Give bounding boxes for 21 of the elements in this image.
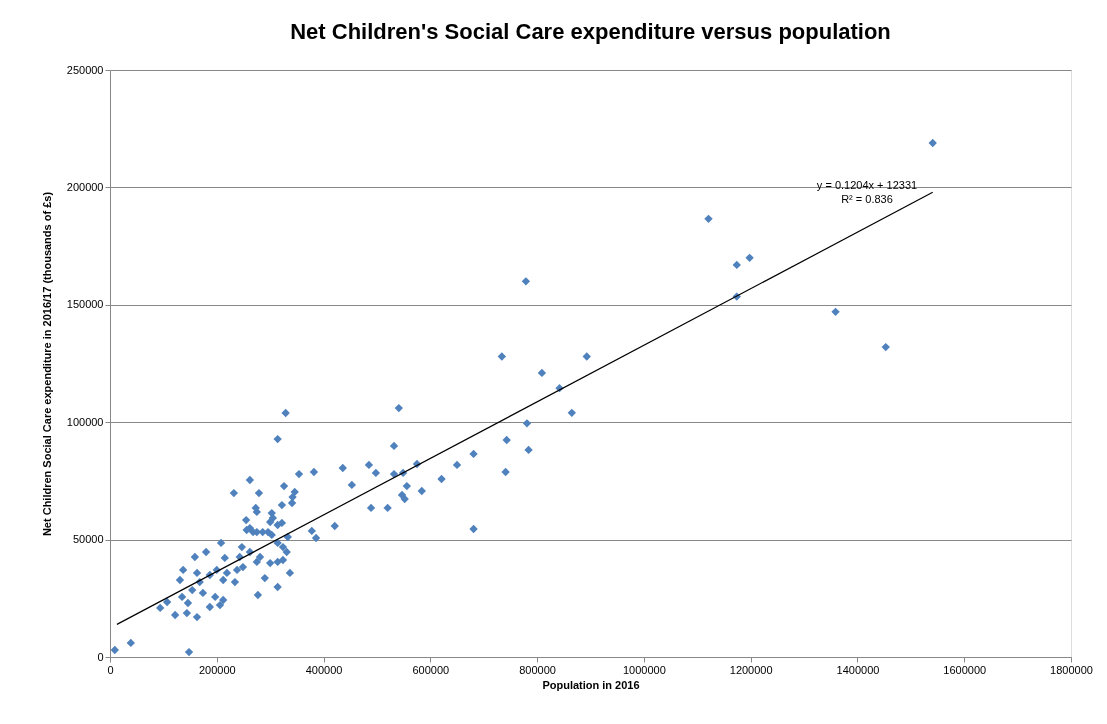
y-tick-label: 100000 [66,415,104,428]
x-tick-label: 800000 [519,663,556,676]
y-tick-label: 200000 [66,180,104,193]
y-tick-label: 0 [97,650,104,663]
x-tick-label: 0 [107,663,114,676]
y-tick-label: 150000 [66,298,104,311]
annotation: R² = 0.836 [841,193,893,205]
chart-title: Net Children's Social Care expenditure versus population [290,19,891,44]
x-tick-label: 1200000 [729,663,773,676]
x-axis-title: Population in 2016 [542,678,640,691]
x-tick-label: 1800000 [1050,663,1093,676]
x-tick-label: 1600000 [943,663,987,676]
x-tick-label: 200000 [198,663,236,676]
x-tick-label: 400000 [305,663,343,676]
y-tick-label: 250000 [66,63,104,76]
x-tick-label: 600000 [412,663,450,676]
y-tick-label: 50000 [72,533,104,546]
annotation: y = 0.1204x + 12331 [816,179,918,191]
y-axis-title: Net Children Social Care expenditure in 2016/17 (thousands of £s) [40,191,53,537]
x-tick-label: 1400000 [836,663,880,676]
x-tick-label: 1000000 [622,663,666,676]
